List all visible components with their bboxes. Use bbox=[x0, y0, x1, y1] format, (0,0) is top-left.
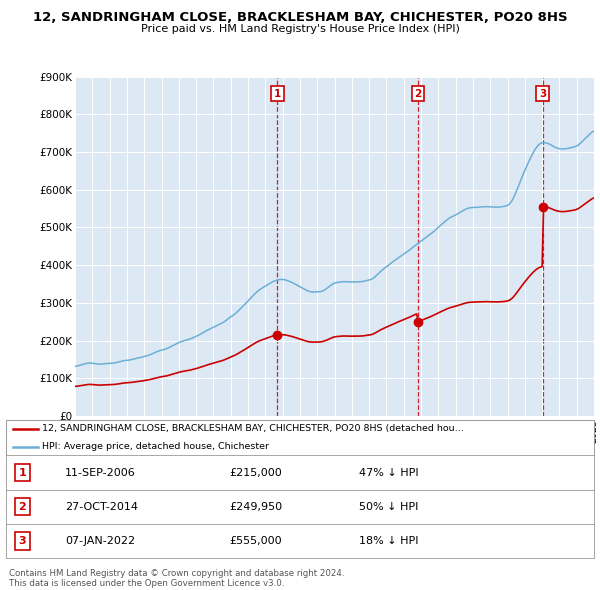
Text: £249,950: £249,950 bbox=[229, 502, 283, 512]
Text: 11-SEP-2006: 11-SEP-2006 bbox=[65, 468, 136, 477]
Text: 27-OCT-2014: 27-OCT-2014 bbox=[65, 502, 138, 512]
Text: 12, SANDRINGHAM CLOSE, BRACKLESHAM BAY, CHICHESTER, PO20 8HS (detached hou…: 12, SANDRINGHAM CLOSE, BRACKLESHAM BAY, … bbox=[43, 424, 464, 434]
Text: HPI: Average price, detached house, Chichester: HPI: Average price, detached house, Chic… bbox=[43, 442, 269, 451]
Text: 2: 2 bbox=[414, 88, 422, 99]
Text: 50% ↓ HPI: 50% ↓ HPI bbox=[359, 502, 418, 512]
Text: 07-JAN-2022: 07-JAN-2022 bbox=[65, 536, 135, 546]
Text: £215,000: £215,000 bbox=[229, 468, 282, 477]
Text: 12, SANDRINGHAM CLOSE, BRACKLESHAM BAY, CHICHESTER, PO20 8HS: 12, SANDRINGHAM CLOSE, BRACKLESHAM BAY, … bbox=[32, 11, 568, 24]
Text: 3: 3 bbox=[539, 88, 546, 99]
Text: 3: 3 bbox=[19, 536, 26, 546]
Text: £555,000: £555,000 bbox=[229, 536, 282, 546]
Text: 1: 1 bbox=[274, 88, 281, 99]
Text: Price paid vs. HM Land Registry's House Price Index (HPI): Price paid vs. HM Land Registry's House … bbox=[140, 24, 460, 34]
Text: 47% ↓ HPI: 47% ↓ HPI bbox=[359, 468, 418, 477]
Text: 18% ↓ HPI: 18% ↓ HPI bbox=[359, 536, 418, 546]
Text: Contains HM Land Registry data © Crown copyright and database right 2024.
This d: Contains HM Land Registry data © Crown c… bbox=[9, 569, 344, 588]
Text: 1: 1 bbox=[19, 468, 26, 477]
Text: 2: 2 bbox=[19, 502, 26, 512]
